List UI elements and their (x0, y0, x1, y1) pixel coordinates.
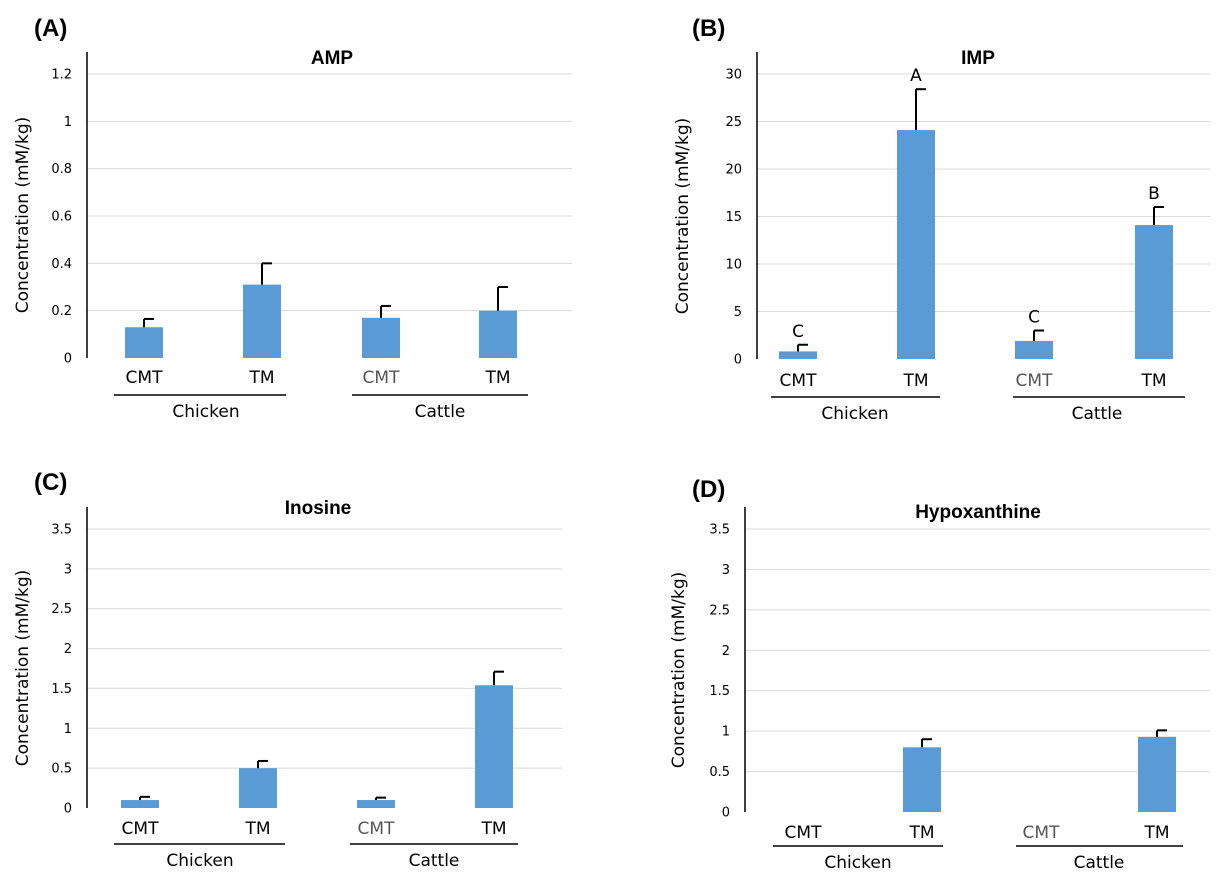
category-label: TM (244, 819, 270, 839)
y-tick-label: 0 (734, 353, 742, 368)
y-axis-label: Concentration (mM/kg) (13, 117, 33, 314)
category-label: CMT (1023, 823, 1061, 843)
panel-letter: (A) (34, 15, 67, 42)
y-axis-label: Concentration (mM/kg) (673, 118, 693, 315)
bar (897, 130, 935, 359)
y-tick-label: 1 (64, 115, 72, 130)
category-label: TM (480, 819, 506, 839)
bar (903, 747, 941, 812)
bar (1138, 736, 1176, 812)
chart-title: IMP (961, 48, 995, 69)
y-tick-label: 0.5 (709, 765, 730, 780)
bar (357, 800, 395, 808)
panel-letter: (D) (692, 476, 725, 503)
group-label: Cattle (409, 851, 460, 871)
y-tick-label: 3 (64, 562, 72, 577)
y-tick-label: 0.5 (51, 762, 72, 777)
bar (243, 284, 281, 358)
y-tick-label: 0.8 (51, 162, 72, 177)
y-tick-label: 10 (725, 258, 742, 273)
y-tick-label: 3 (722, 563, 730, 578)
bar (121, 800, 159, 808)
group-label: Chicken (166, 851, 233, 871)
significance-label: A (910, 66, 922, 86)
group-label: Chicken (821, 404, 888, 424)
panel-letter: (C) (34, 469, 67, 496)
category-label: CMT (126, 368, 164, 388)
bar (239, 768, 277, 808)
y-tick-label: 0.2 (51, 304, 72, 319)
y-tick-label: 0.4 (51, 257, 72, 272)
bar (1015, 340, 1053, 359)
category-label: TM (484, 368, 510, 388)
category-label: TM (902, 371, 928, 391)
bar (362, 317, 400, 358)
category-label: CMT (122, 819, 160, 839)
y-tick-label: 1 (722, 725, 730, 740)
category-label: TM (908, 823, 934, 843)
y-tick-label: 0 (64, 802, 72, 817)
y-tick-label: 20 (725, 163, 742, 178)
category-label: TM (1140, 371, 1166, 391)
bar (479, 310, 517, 358)
group-label: Chicken (824, 853, 891, 873)
y-tick-label: 2.5 (709, 603, 730, 618)
y-tick-label: 0 (64, 352, 72, 367)
y-axis-label: Concentration (mM/kg) (13, 570, 33, 767)
y-tick-label: 1 (64, 722, 72, 737)
y-tick-label: 0.6 (51, 210, 72, 225)
bar (779, 351, 817, 359)
y-axis-label: Concentration (mM/kg) (669, 572, 689, 769)
y-tick-label: 30 (725, 68, 742, 83)
category-label: CMT (363, 368, 401, 388)
group-label: Cattle (1072, 404, 1123, 424)
group-label: Chicken (172, 402, 239, 422)
y-tick-label: 1.2 (51, 68, 72, 83)
chart-title: Hypoxanthine (915, 502, 1041, 523)
category-label: CMT (358, 819, 396, 839)
chart-title: AMP (311, 48, 354, 69)
y-tick-label: 25 (725, 115, 742, 130)
panel-letter: (B) (692, 15, 725, 42)
y-tick-label: 5 (734, 305, 742, 320)
chart-title: Inosine (285, 498, 352, 519)
bar (475, 685, 513, 808)
y-tick-label: 1.5 (709, 684, 730, 699)
bar (125, 327, 163, 358)
category-label: TM (248, 368, 274, 388)
y-tick-label: 0 (722, 806, 730, 821)
category-label: TM (1143, 823, 1169, 843)
significance-label: C (1028, 308, 1040, 328)
y-tick-label: 2.5 (51, 602, 72, 617)
significance-label: C (792, 322, 804, 342)
group-label: Cattle (415, 402, 466, 422)
significance-label: B (1148, 184, 1160, 204)
category-label: CMT (785, 823, 823, 843)
category-label: CMT (780, 371, 818, 391)
y-tick-label: 3.5 (709, 523, 730, 538)
y-tick-label: 2 (64, 642, 72, 657)
bar (1135, 225, 1173, 359)
y-tick-label: 1.5 (51, 682, 72, 697)
y-tick-label: 3.5 (51, 523, 72, 538)
group-label: Cattle (1074, 853, 1125, 873)
y-tick-label: 15 (725, 210, 742, 225)
y-tick-label: 2 (722, 644, 730, 659)
category-label: CMT (1016, 371, 1054, 391)
